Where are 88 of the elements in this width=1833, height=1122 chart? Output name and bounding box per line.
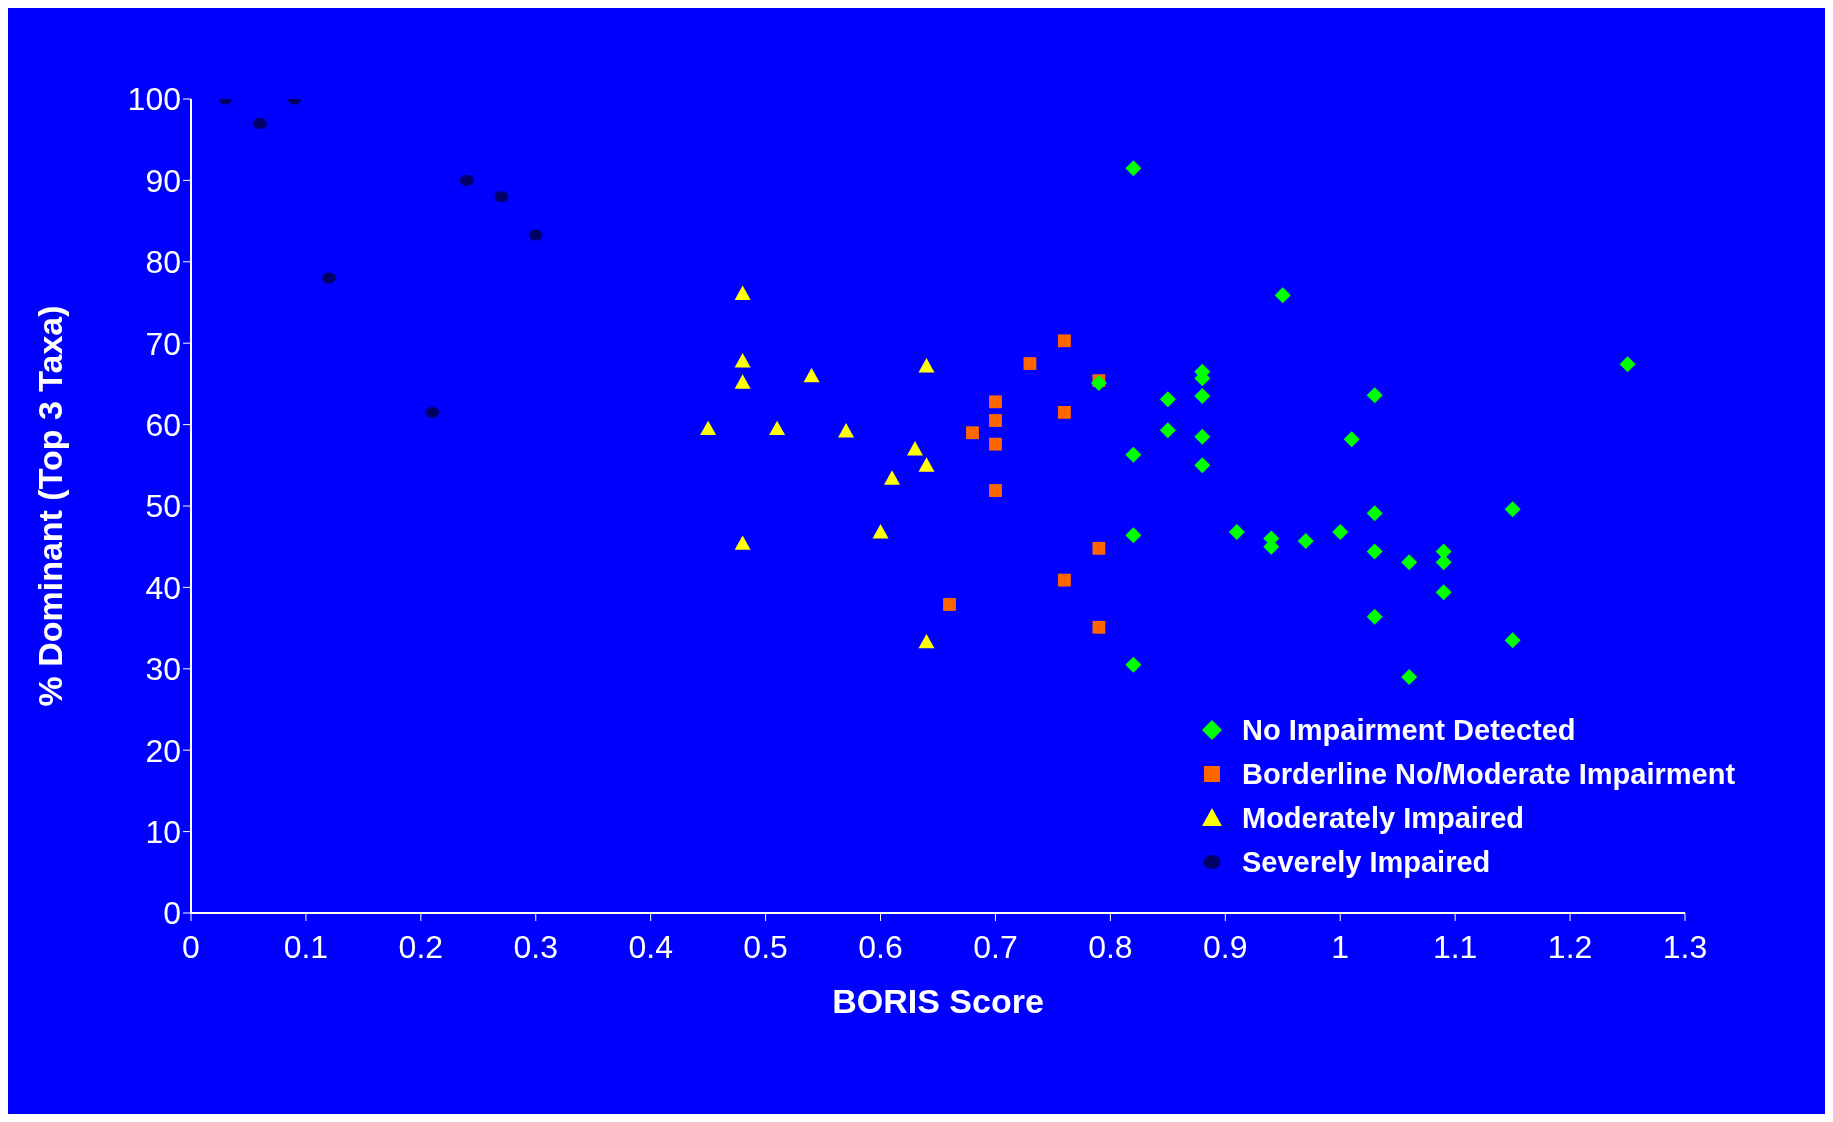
- point: [1504, 501, 1521, 518]
- point: [1090, 375, 1107, 392]
- point: [803, 367, 820, 383]
- point: [918, 457, 935, 472]
- point: [1125, 527, 1142, 544]
- point: [1194, 428, 1211, 445]
- point: [425, 406, 440, 418]
- point: [734, 353, 751, 368]
- point: [734, 285, 751, 300]
- y-tick-label: 0: [163, 895, 181, 932]
- point: [918, 357, 935, 373]
- y-tick-label: 40: [145, 569, 181, 606]
- legend-label: No Impairment Detected: [1242, 713, 1576, 747]
- x-tick-label: 0.8: [1088, 928, 1133, 965]
- point: [838, 423, 855, 438]
- point: [872, 524, 889, 539]
- point: [322, 272, 336, 284]
- y-tick-label: 60: [145, 406, 181, 443]
- x-tick-label: 0.3: [513, 928, 559, 965]
- point: [1023, 357, 1037, 370]
- x-tick-label: 1.2: [1547, 928, 1593, 965]
- point: [734, 374, 751, 389]
- point: [1366, 608, 1383, 625]
- point: [1058, 573, 1071, 587]
- point: [1125, 446, 1142, 463]
- point: [1194, 388, 1211, 405]
- point: [884, 470, 901, 485]
- point: [1366, 505, 1383, 522]
- x-tick-label: 0.2: [398, 928, 444, 965]
- point: [1092, 541, 1106, 555]
- point: [989, 414, 1002, 427]
- legend-label: Severely Impaired: [1242, 845, 1491, 879]
- point: [1058, 334, 1071, 348]
- y-tick-label: 100: [127, 81, 181, 118]
- point: [1332, 524, 1349, 541]
- point: [1159, 422, 1176, 439]
- legend-label: Borderline No/Moderate Impairment: [1242, 757, 1736, 791]
- point: [769, 420, 786, 436]
- point: [1366, 387, 1383, 404]
- point: [1435, 554, 1452, 571]
- y-tick-label: 80: [145, 244, 181, 281]
- x-tick-label: 0.6: [858, 928, 903, 965]
- point: [1504, 632, 1521, 649]
- point: [734, 535, 751, 550]
- point: [1274, 287, 1291, 304]
- x-tick-label: 1.1: [1432, 928, 1478, 965]
- y-tick-label: 20: [145, 732, 181, 769]
- point: [989, 484, 1002, 497]
- point: [1125, 160, 1142, 177]
- point: [1401, 554, 1418, 571]
- x-tick-label: 1.3: [1662, 928, 1708, 965]
- point: [1435, 584, 1452, 601]
- point: [989, 437, 1002, 451]
- point: [253, 117, 267, 130]
- point: [966, 426, 979, 440]
- y-tick-label: 90: [145, 162, 181, 199]
- point: [989, 395, 1002, 409]
- y-tick-label: 50: [145, 488, 181, 525]
- point: [918, 633, 935, 649]
- point: [1343, 431, 1360, 448]
- point: [460, 174, 474, 186]
- point: [494, 191, 509, 203]
- point: [1125, 656, 1142, 673]
- point: [1194, 457, 1211, 474]
- point: [1401, 668, 1418, 685]
- point: [1366, 543, 1383, 560]
- point: [907, 441, 924, 456]
- x-tick-label: 0.5: [743, 928, 788, 965]
- y-axis-title: % Dominant (Top 3 Taxa): [31, 305, 70, 707]
- x-tick-label: 0.7: [973, 928, 1018, 965]
- legend-label: Moderately Impaired: [1242, 801, 1525, 835]
- point: [1619, 356, 1636, 373]
- point: [1297, 533, 1314, 549]
- point: [700, 420, 717, 436]
- point: [1092, 620, 1106, 634]
- point: [528, 229, 543, 241]
- x-tick-label: 0.9: [1203, 928, 1248, 965]
- point: [1058, 405, 1071, 419]
- y-tick-label: 30: [145, 651, 181, 688]
- point: [1228, 524, 1245, 541]
- y-tick-label: 70: [145, 325, 181, 362]
- y-tick-label: 10: [145, 813, 181, 850]
- x-tick-label: 0.4: [628, 928, 673, 965]
- point: [943, 598, 956, 611]
- point: [1159, 391, 1176, 408]
- x-tick-label: 0.1: [283, 928, 329, 965]
- x-tick-label: 1: [1331, 928, 1350, 965]
- x-axis-title: BORIS Score: [832, 982, 1044, 1020]
